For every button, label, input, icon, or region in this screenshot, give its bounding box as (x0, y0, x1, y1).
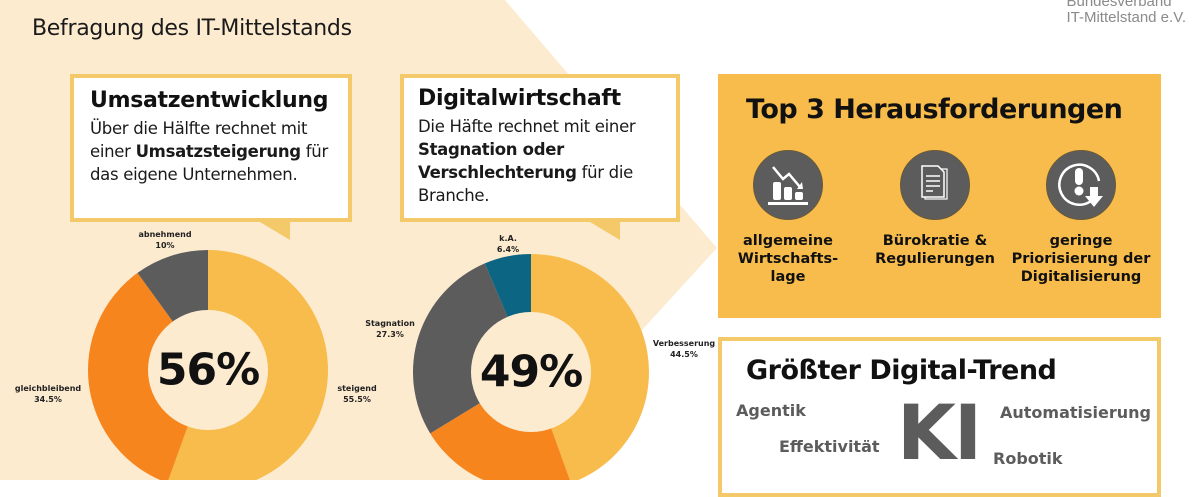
challenge-item: allgemeine Wirtschafts- lage (718, 150, 858, 286)
trend-word-agentik: Agentik (736, 401, 806, 420)
umsatz-callout: Umsatzentwicklung Über die Hälfte rechne… (70, 74, 352, 222)
slice-label-value: 27.3% (376, 330, 404, 339)
umsatz-text-bold: Umsatzsteigerung (135, 142, 302, 161)
donut-hole (148, 310, 268, 430)
trend-word-robotik: Robotik (993, 449, 1063, 468)
umsatz-text-pre: Über die Hälfte rechnet mit einer (90, 119, 308, 161)
slice-label: k.A. 6.4% (497, 233, 519, 255)
caption-line: lage (770, 269, 806, 285)
umsatz-text: Über die Hälfte rechnet mit einer Umsatz… (90, 117, 332, 186)
priority-down-icon (1046, 150, 1116, 220)
slice-label: Verbesserung 44.5% (653, 338, 715, 360)
slice-label: gleichbleibend 34.5% (15, 383, 81, 405)
document-icon (900, 150, 970, 220)
challenge-caption: Bürokratie & Regulierungen (865, 232, 1005, 268)
donut-hole (471, 312, 591, 432)
slice-label-name: Verbesserung (652, 339, 716, 348)
donut-charts (88, 250, 649, 480)
slice-label-name: gleichbleibend (14, 384, 82, 393)
org-line-2: IT-Mittelstand e.V. (1066, 9, 1186, 26)
caption-line: Priorisierung der (1011, 251, 1151, 267)
digital-text: Die Häfte rechnet mit einer Stagnation o… (418, 115, 662, 207)
digital-callout: Digitalwirtschaft Die Häfte rechnet mit … (400, 74, 680, 222)
slice-label-value: 55.5% (343, 395, 371, 404)
challenge-item: geringe Priorisierung der Digitalisierun… (1011, 150, 1151, 286)
slice-label-name: abnehmend (138, 230, 192, 239)
digital-text-pre: Die Häfte rechnet mit einer (418, 117, 636, 136)
org-line-1: Bundesverband (1066, 0, 1172, 10)
slice-label-value: 10% (155, 241, 175, 250)
page-title: Befragung des IT-Mittelstands (32, 16, 352, 41)
slice-label-name: Stagnation (365, 319, 415, 328)
declining-chart-icon (753, 150, 823, 220)
umsatz-callout-tail (260, 222, 290, 240)
umsatz-text-post: für das eigene Unternehmen. (90, 142, 328, 184)
caption-line: Bürokratie & (882, 233, 988, 249)
digital-trend-panel: Größter Digital-Trend Agentik Automatisi… (718, 337, 1161, 497)
donut-slice (413, 263, 531, 434)
caption-line: Digitalisierung (1020, 269, 1142, 285)
top3-heading: Top 3 Herausforderungen (746, 94, 1123, 125)
caption-line: geringe (1049, 233, 1113, 249)
challenge-item: Bürokratie & Regulierungen (865, 150, 1005, 268)
slice-label: Stagnation 27.3% (365, 318, 415, 340)
umsatz-heading: Umsatzentwicklung (90, 88, 329, 113)
caption-line: allgemeine (742, 233, 833, 249)
organization-logo-text: Bundesverband IT-Mittelstand e.V. (1066, 0, 1186, 26)
slice-label: steigend 55.5% (337, 383, 376, 405)
digital-heading: Digitalwirtschaft (418, 86, 621, 111)
challenge-caption: geringe Priorisierung der Digitalisierun… (1011, 232, 1151, 286)
digital-callout-tail (590, 222, 620, 240)
challenge-caption: allgemeine Wirtschafts- lage (718, 232, 858, 286)
caption-line: Regulierungen (875, 251, 995, 267)
digital-text-bold: Stagnation oder Verschlechterung (418, 140, 577, 182)
trend-word-ki: KI (897, 388, 982, 477)
slice-label-value: 44.5% (670, 350, 698, 359)
top3-challenges-panel: Top 3 Herausforderungen allgemeine Wirts… (718, 74, 1161, 318)
slice-label-value: 6.4% (496, 245, 520, 254)
digital-text-post: für die Branche. (418, 163, 633, 205)
donut-center-value: 49% (479, 346, 583, 398)
slice-label: abnehmend 10% (138, 229, 191, 251)
trend-word-effektivitaet: Effektivität (779, 437, 880, 456)
slice-label-name: steigend (337, 384, 377, 393)
slice-label-value: 34.5% (34, 395, 62, 404)
slice-label-name: k.A. (499, 234, 517, 243)
caption-line: Wirtschafts- (737, 251, 839, 267)
donut-center-value: 56% (156, 344, 260, 396)
trend-word-automatisierung: Automatisierung (1000, 403, 1151, 422)
trend-heading: Größter Digital-Trend (746, 355, 1057, 386)
donut-slice (88, 272, 208, 480)
